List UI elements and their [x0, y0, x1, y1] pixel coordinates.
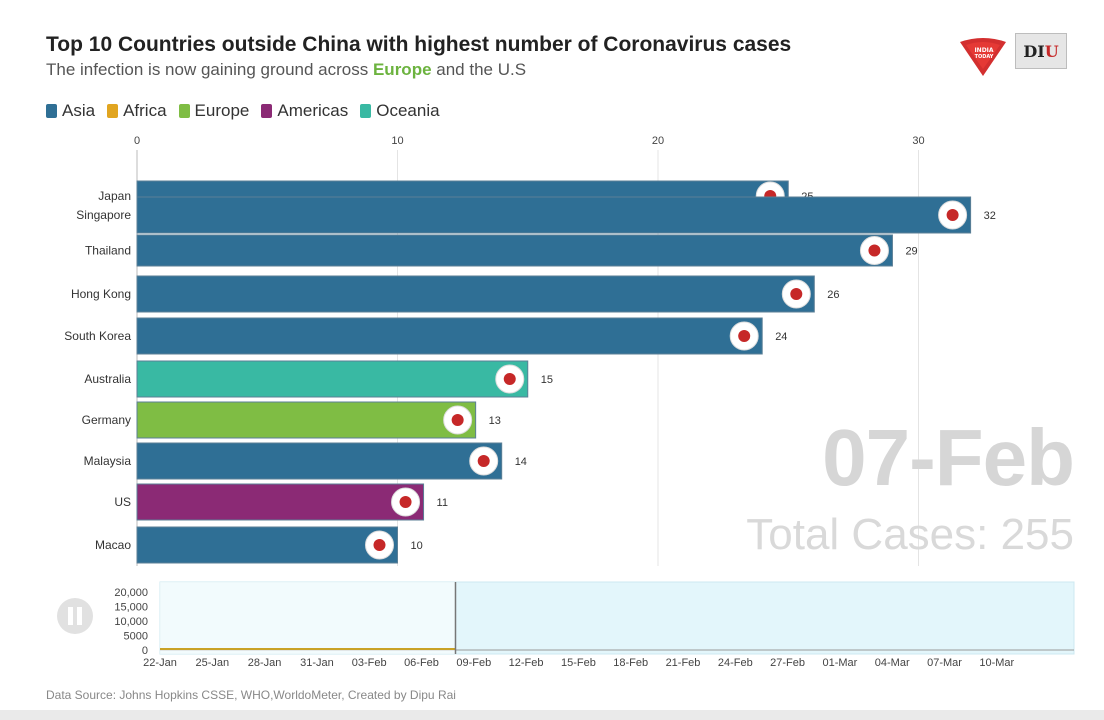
timeline-date-tick: 03-Feb — [352, 657, 387, 669]
timeline-elapsed — [160, 582, 456, 654]
value-label: 24 — [775, 331, 787, 343]
value-label: 15 — [541, 374, 553, 386]
legend-swatch — [261, 104, 273, 118]
category-label: Malaysia — [84, 454, 132, 468]
value-label: 13 — [489, 415, 501, 427]
category-label: Macao — [95, 538, 131, 552]
diu-logo: DI U — [1015, 33, 1067, 69]
timeline-y-tick: 15,000 — [114, 602, 148, 614]
timeline-date-tick: 10-Mar — [979, 657, 1014, 669]
timeline-date-tick: 27-Feb — [770, 657, 805, 669]
category-label: Thailand — [85, 244, 131, 258]
timeline-date-tick: 04-Mar — [875, 657, 910, 669]
value-label: 29 — [905, 246, 917, 258]
x-tick-label: 0 — [134, 135, 140, 147]
timeline-y-tick: 10,000 — [114, 616, 148, 628]
bar-singapore — [136, 196, 972, 234]
bar-macao — [136, 526, 398, 564]
legend-swatch — [178, 104, 190, 118]
legend-swatch — [46, 104, 57, 118]
legend-swatch — [360, 104, 372, 118]
legend-label: Asia — [62, 101, 96, 120]
flag-emblem-icon — [946, 209, 959, 221]
pause-icon-bar — [77, 607, 82, 625]
category-label: Singapore — [76, 208, 131, 222]
legend-item-asia[interactable]: Asia — [46, 101, 95, 121]
timeline-date-tick: 09-Feb — [456, 657, 491, 669]
pause-button[interactable] — [57, 598, 93, 634]
chart-title: Top 10 Countries outside China with high… — [46, 33, 792, 56]
flag-emblem-icon — [373, 539, 386, 551]
timeline-date-tick: 22-Jan — [143, 657, 177, 669]
legend-swatch — [107, 104, 119, 118]
timeline-date-tick: 07-Mar — [927, 657, 962, 669]
svg-text:TODAY: TODAY — [975, 54, 994, 60]
chart-legend: Asia Africa Europe Americas Oceania — [46, 101, 440, 121]
flag-emblem-icon — [477, 455, 490, 467]
timeline-date-tick: 12-Feb — [509, 657, 544, 669]
timeline-date-tick: 24-Feb — [718, 657, 753, 669]
value-label: 14 — [515, 456, 527, 468]
legend-label: Americas — [277, 101, 349, 120]
legend-item-africa[interactable]: Africa — [107, 101, 167, 121]
data-source-note: Data Source: Johns Hopkins CSSE, WHO,Wor… — [46, 688, 456, 702]
timeline-date-tick: 06-Feb — [404, 657, 439, 669]
legend-item-americas[interactable]: Americas — [261, 101, 348, 121]
bar-malaysia — [136, 442, 503, 480]
timeline-date-tick: 21-Feb — [666, 657, 701, 669]
bar-us — [136, 483, 425, 521]
timeline-y-tick: 5000 — [124, 631, 148, 643]
subtitle-highlight: Europe — [372, 60, 432, 79]
pause-icon-bar — [68, 607, 73, 625]
current-date-label: 07-Feb — [822, 413, 1075, 502]
legend-item-oceania[interactable]: Oceania — [360, 101, 440, 121]
legend-label: Oceania — [376, 101, 440, 120]
pause-icon — [57, 598, 93, 634]
flag-emblem-icon — [868, 244, 881, 257]
category-label: Germany — [82, 413, 131, 427]
bar-germany — [136, 401, 477, 439]
flag-emblem-icon — [399, 496, 412, 508]
legend-label: Africa — [123, 101, 167, 120]
timeline-date-tick: 18-Feb — [613, 657, 648, 669]
category-label: Japan — [98, 189, 131, 203]
bar-hong-kong — [136, 275, 815, 313]
total-cases-label: Total Cases: 255 — [746, 510, 1074, 559]
value-label: 26 — [827, 289, 839, 301]
flag-emblem-icon — [503, 373, 516, 385]
category-label: Australia — [84, 372, 131, 386]
x-tick-label: 30 — [912, 135, 924, 147]
category-label: South Korea — [64, 329, 131, 343]
timeline-date-tick: 25-Jan — [195, 657, 229, 669]
bar-south-korea — [136, 317, 763, 355]
timeline-date-tick: 01-Mar — [822, 657, 857, 669]
flag-emblem-icon — [790, 288, 803, 300]
flag-emblem-icon — [738, 330, 751, 342]
category-label: US — [114, 495, 131, 509]
chart-subtitle: The infection is now gaining ground acro… — [46, 60, 526, 80]
category-label: Hong Kong — [71, 287, 131, 301]
value-label: 32 — [984, 210, 996, 222]
india-today-logo: INDIA TODAY — [960, 38, 1006, 76]
timeline-y-tick: 20,000 — [114, 587, 148, 599]
footer-strip — [0, 710, 1104, 720]
legend-item-europe[interactable]: Europe — [178, 101, 250, 121]
legend-label: Europe — [194, 101, 250, 120]
bar-thailand — [136, 234, 893, 267]
x-tick-label: 10 — [391, 135, 403, 147]
timeline-date-tick: 31-Jan — [300, 657, 334, 669]
subtitle-text-end: and the U.S — [431, 60, 527, 79]
timeline-y-tick: 0 — [142, 645, 148, 657]
flag-emblem-icon — [451, 414, 464, 426]
value-label: 11 — [437, 497, 448, 509]
bar-australia — [136, 360, 529, 398]
india-today-logo-text: INDIA — [974, 47, 993, 54]
x-tick-label: 20 — [652, 135, 664, 147]
value-label: 10 — [411, 540, 423, 552]
subtitle-text: The infection is now gaining ground acro… — [46, 60, 373, 79]
timeline-date-tick: 15-Feb — [561, 657, 596, 669]
timeline-date-tick: 28-Jan — [248, 657, 282, 669]
